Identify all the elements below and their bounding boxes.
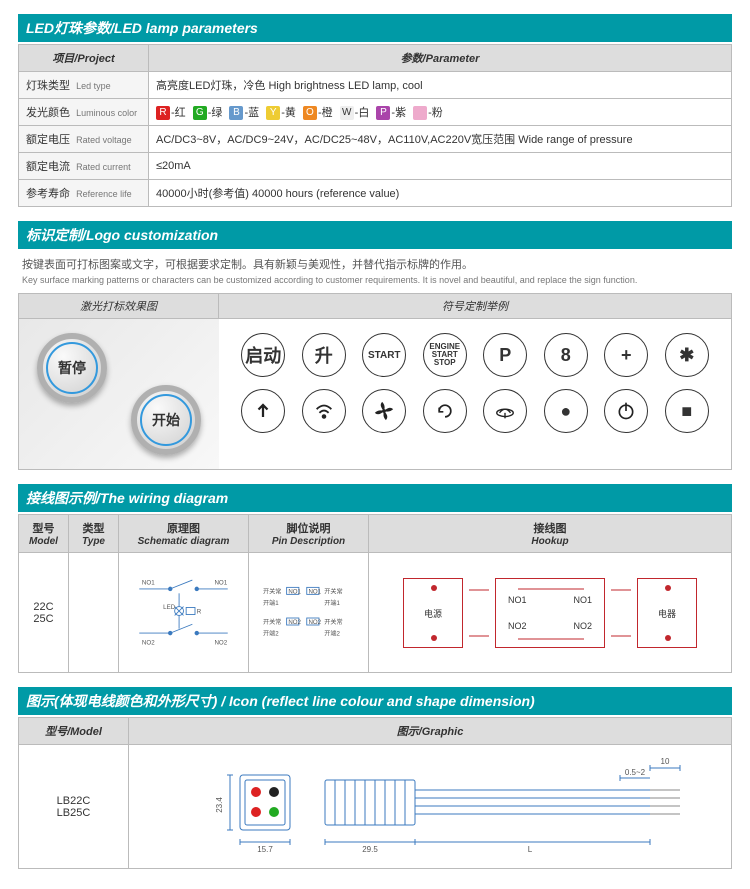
symbol-example: ENGINE START STOP xyxy=(419,331,472,379)
symbol-example: ✱ xyxy=(661,331,714,379)
symbol-example xyxy=(298,387,351,435)
th-parameter: 参数/Parameter xyxy=(149,45,732,72)
pin-description-cell: 开关常NO1 NO1开关常 开端1开端1 开关常NO2 NO2开关常 开端2开端… xyxy=(249,553,369,673)
schematic-diagram-cell: NO1 NO1 LED R NO2 NO2 xyxy=(119,553,249,673)
wiring-row: 22C 25C NO1NO1 LED xyxy=(19,553,732,673)
color-chip: R xyxy=(156,106,170,120)
icon-row: LB22C LB25C xyxy=(19,745,732,869)
symbol-example: ■ xyxy=(661,387,714,435)
svg-text:开端1: 开端1 xyxy=(263,599,279,607)
symbol-example: START xyxy=(358,331,411,379)
symbol-example xyxy=(600,387,653,435)
color-chip: P xyxy=(376,106,390,120)
hookup-switch-box: NO1 NO1 NO2 NO2 xyxy=(495,578,605,648)
hookup-device-box: 电器 xyxy=(637,578,697,648)
table-row: 灯珠类型 Led type 高亮度LED灯珠，冷色 High brightnes… xyxy=(19,72,732,99)
svg-text:0.5~2: 0.5~2 xyxy=(625,768,646,777)
hookup-power-box: 电源 xyxy=(403,578,463,648)
table-row: 参考寿命 Reference life 40000小时(参考值) 40000 h… xyxy=(19,180,732,207)
svg-text:LED: LED xyxy=(163,604,176,611)
svg-text:NO1: NO1 xyxy=(142,580,155,587)
svg-text:15.7: 15.7 xyxy=(257,845,273,854)
svg-text:NO1: NO1 xyxy=(309,589,322,596)
th-project: 项目/Project xyxy=(19,45,149,72)
svg-text:L: L xyxy=(528,845,533,854)
svg-text:NO1: NO1 xyxy=(288,589,301,596)
color-chip xyxy=(413,106,427,120)
symbol-example: 升 xyxy=(298,331,351,379)
svg-text:开关常: 开关常 xyxy=(263,588,281,596)
section-header-icon: 图示(体现电线颜色和外形尺寸) / Icon (reflect line col… xyxy=(18,687,732,715)
color-chip: W xyxy=(340,106,354,120)
color-chip: Y xyxy=(266,106,280,120)
svg-text:开关常: 开关常 xyxy=(263,618,281,626)
svg-text:NO1: NO1 xyxy=(214,580,227,587)
table-row: 额定电流 Rated current ≤20mA xyxy=(19,153,732,180)
color-chip: B xyxy=(229,106,243,120)
symbol-example: 启动 xyxy=(237,331,290,379)
svg-text:NO2: NO2 xyxy=(214,640,227,647)
table-row: 额定电压 Rated voltage AC/DC3~8V，AC/DC9~24V，… xyxy=(19,126,732,153)
logo-examples-container: 激光打标效果图 暂停 开始 符号定制举例 启动升STARTENGINE STAR… xyxy=(18,293,732,470)
hookup-cell: 电源 NO1 NO1 NO2 NO2 xyxy=(369,553,732,673)
svg-text:NO2: NO2 xyxy=(142,640,155,647)
symbol-grid: 启动升STARTENGINE START STOPP8+✱ ● ■ xyxy=(219,319,731,447)
section-header-wiring: 接线图示例/The wiring diagram xyxy=(18,484,732,512)
color-chip: G xyxy=(193,106,207,120)
svg-text:R: R xyxy=(197,609,202,616)
symbol-example xyxy=(358,387,411,435)
svg-text:29.5: 29.5 xyxy=(362,845,378,854)
logo-right-header: 符号定制举例 xyxy=(219,294,731,319)
product-photo: 暂停 开始 xyxy=(19,319,219,469)
wiring-table: 型号Model 类型Type 原理图Schematic diagram 脚位说明… xyxy=(18,514,732,673)
symbol-example xyxy=(237,387,290,435)
th-model: 型号/Model xyxy=(19,718,129,745)
symbol-example: 8 xyxy=(540,331,593,379)
symbol-example xyxy=(419,387,472,435)
symbol-example: ● xyxy=(540,387,593,435)
dimension-drawing: 23.4 15.7 29.5 L 10 0.5~2 xyxy=(136,750,724,860)
svg-text:NO2: NO2 xyxy=(309,619,322,626)
th-graphic: 图示/Graphic xyxy=(129,718,732,745)
svg-text:开端2: 开端2 xyxy=(263,630,279,638)
icon-table: 型号/Model 图示/Graphic LB22C LB25C xyxy=(18,717,732,869)
svg-text:NO2: NO2 xyxy=(288,619,301,626)
svg-text:开关常: 开关常 xyxy=(324,618,342,626)
section-header-led: LED灯珠参数/LED lamp parameters xyxy=(18,14,732,42)
section-header-logo: 标识定制/Logo customization xyxy=(18,221,732,249)
svg-text:开端2: 开端2 xyxy=(324,630,340,638)
table-row: 发光颜色 Luminous color R-红 G-绿 B-蓝 Y-黄 O-橙 … xyxy=(19,99,732,126)
color-chip: O xyxy=(303,106,317,120)
svg-text:10: 10 xyxy=(661,757,670,766)
symbol-example: + xyxy=(600,331,653,379)
svg-text:23.4: 23.4 xyxy=(215,797,224,813)
symbol-example: P xyxy=(479,331,532,379)
symbol-example xyxy=(479,387,532,435)
logo-left-header: 激光打标效果图 xyxy=(19,294,218,319)
led-params-table: 项目/Project 参数/Parameter 灯珠类型 Led type 高亮… xyxy=(18,44,732,207)
logo-description: 按键表面可打标图案或文字，可根据要求定制。具有新颖与美观性，并替代指示标牌的作用… xyxy=(18,251,732,293)
svg-text:开关常: 开关常 xyxy=(324,588,342,596)
svg-text:开端1: 开端1 xyxy=(324,599,340,607)
